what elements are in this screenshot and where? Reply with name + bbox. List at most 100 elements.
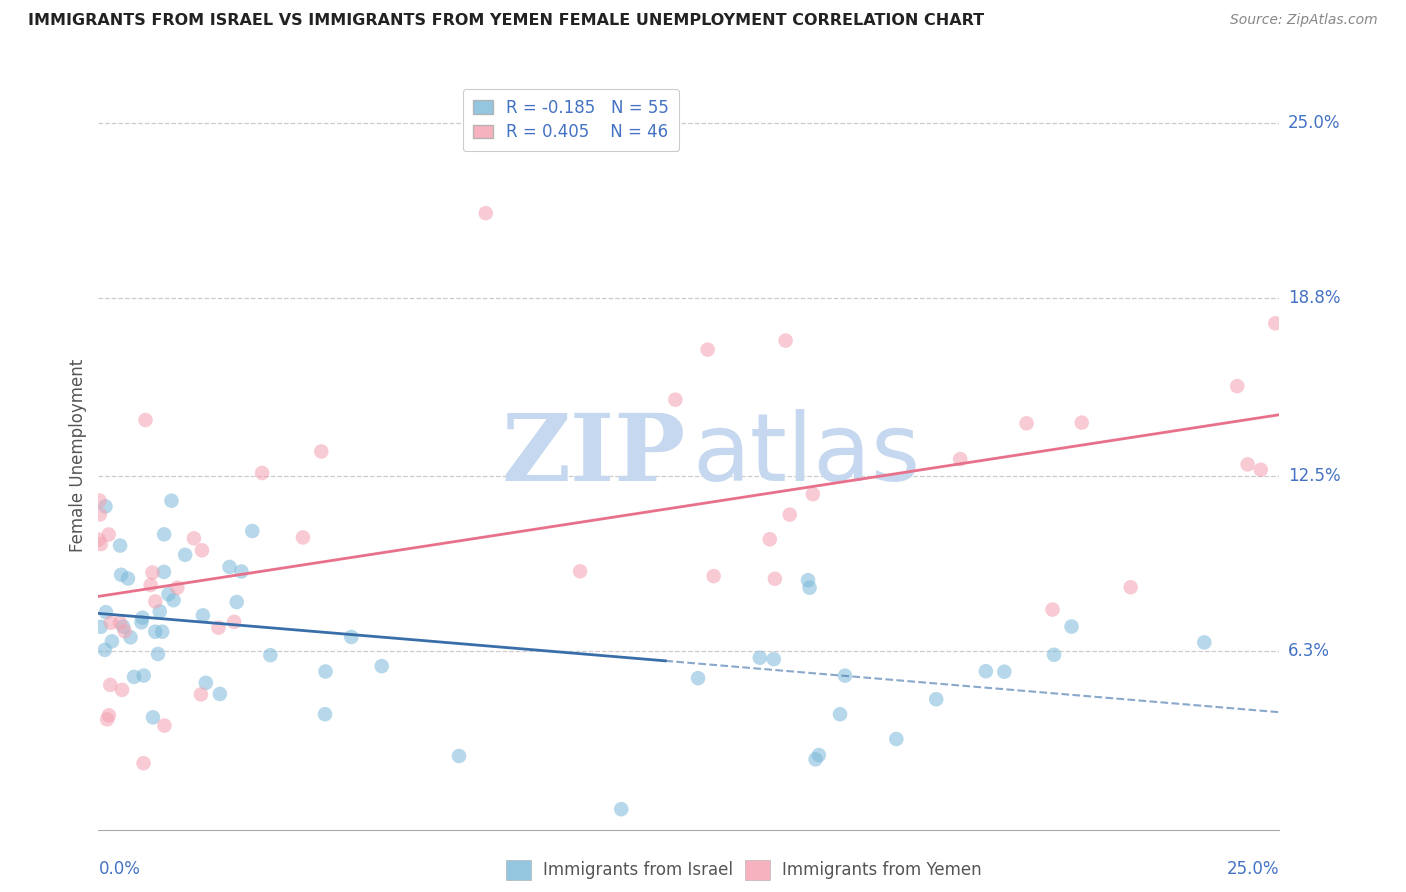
Point	[97, 708, 120, 723]
Point	[311, 444, 333, 458]
Point	[120, 631, 142, 645]
Point	[166, 581, 188, 595]
Text: atlas: atlas	[693, 409, 921, 501]
Text: ZIP: ZIP	[501, 410, 685, 500]
Point	[208, 687, 231, 701]
Point	[801, 487, 824, 501]
Point	[110, 567, 132, 582]
Point	[131, 615, 153, 630]
Point	[191, 543, 214, 558]
Point	[974, 664, 997, 678]
Point	[131, 610, 153, 624]
Point	[686, 671, 709, 685]
Point	[122, 670, 145, 684]
Point	[142, 710, 165, 724]
Point	[132, 756, 155, 771]
Point	[1236, 458, 1258, 472]
Point	[763, 572, 786, 586]
Point	[884, 731, 907, 746]
Text: 6.3%: 6.3%	[1288, 642, 1330, 660]
Point	[664, 392, 686, 407]
Point	[1043, 648, 1066, 662]
Point	[98, 678, 121, 692]
Point	[1070, 416, 1092, 430]
Point	[1015, 417, 1038, 431]
Point	[150, 624, 173, 639]
Text: 25.0%: 25.0%	[1288, 113, 1340, 132]
Point	[162, 593, 184, 607]
Point	[1264, 316, 1286, 330]
Point	[799, 581, 821, 595]
Point	[87, 533, 110, 547]
Point	[225, 595, 247, 609]
Point	[174, 548, 197, 562]
Text: 25.0%: 25.0%	[1227, 860, 1279, 878]
Point	[191, 608, 214, 623]
Point	[759, 533, 782, 547]
Point	[314, 707, 336, 722]
Point	[141, 566, 163, 580]
Point	[834, 668, 856, 682]
Point	[112, 620, 135, 634]
Point	[447, 749, 470, 764]
Point	[1042, 602, 1064, 616]
Point	[291, 530, 314, 544]
Point	[97, 527, 120, 541]
Point	[1194, 635, 1216, 649]
Point	[703, 569, 725, 583]
Point	[100, 615, 122, 630]
Point	[207, 621, 229, 635]
Point	[190, 687, 212, 701]
Point	[1226, 379, 1249, 393]
Point	[149, 604, 172, 618]
Text: IMMIGRANTS FROM ISRAEL VS IMMIGRANTS FROM YEMEN FEMALE UNEMPLOYMENT CORRELATION : IMMIGRANTS FROM ISRAEL VS IMMIGRANTS FRO…	[28, 13, 984, 29]
Point	[117, 572, 139, 586]
Point	[111, 682, 134, 697]
Point	[259, 648, 281, 663]
Point	[101, 634, 124, 648]
Point	[183, 531, 205, 545]
Point	[797, 573, 820, 587]
Point	[1119, 580, 1142, 594]
Point	[90, 537, 112, 551]
Point	[132, 668, 155, 682]
Point	[807, 747, 830, 762]
Point	[146, 647, 169, 661]
Point	[993, 665, 1015, 679]
Point	[370, 659, 392, 673]
Text: Immigrants from Israel: Immigrants from Israel	[543, 861, 733, 879]
Point	[610, 802, 633, 816]
Point	[949, 452, 972, 467]
Point	[139, 578, 162, 592]
Point	[231, 565, 253, 579]
Point	[194, 676, 217, 690]
Point	[153, 718, 176, 732]
Text: 0.0%: 0.0%	[98, 860, 141, 878]
Point	[828, 707, 851, 722]
Point	[1250, 463, 1272, 477]
Point	[925, 692, 948, 706]
Point	[94, 605, 117, 619]
Point	[779, 508, 801, 522]
Point	[748, 650, 770, 665]
Point	[240, 524, 263, 538]
Point	[160, 493, 183, 508]
Point	[762, 652, 785, 666]
Point	[475, 206, 498, 220]
Point	[775, 334, 797, 348]
Point	[143, 594, 166, 608]
Point	[569, 564, 592, 578]
Point	[250, 466, 273, 480]
Text: Immigrants from Yemen: Immigrants from Yemen	[782, 861, 981, 879]
Text: Source: ZipAtlas.com: Source: ZipAtlas.com	[1230, 13, 1378, 28]
Point	[108, 539, 131, 553]
Point	[153, 565, 176, 579]
Point	[224, 615, 246, 629]
Point	[315, 665, 337, 679]
Point	[218, 560, 240, 574]
Point	[134, 413, 156, 427]
Point	[94, 643, 117, 657]
Point	[157, 587, 180, 601]
Point	[804, 752, 827, 766]
Point	[90, 620, 112, 634]
